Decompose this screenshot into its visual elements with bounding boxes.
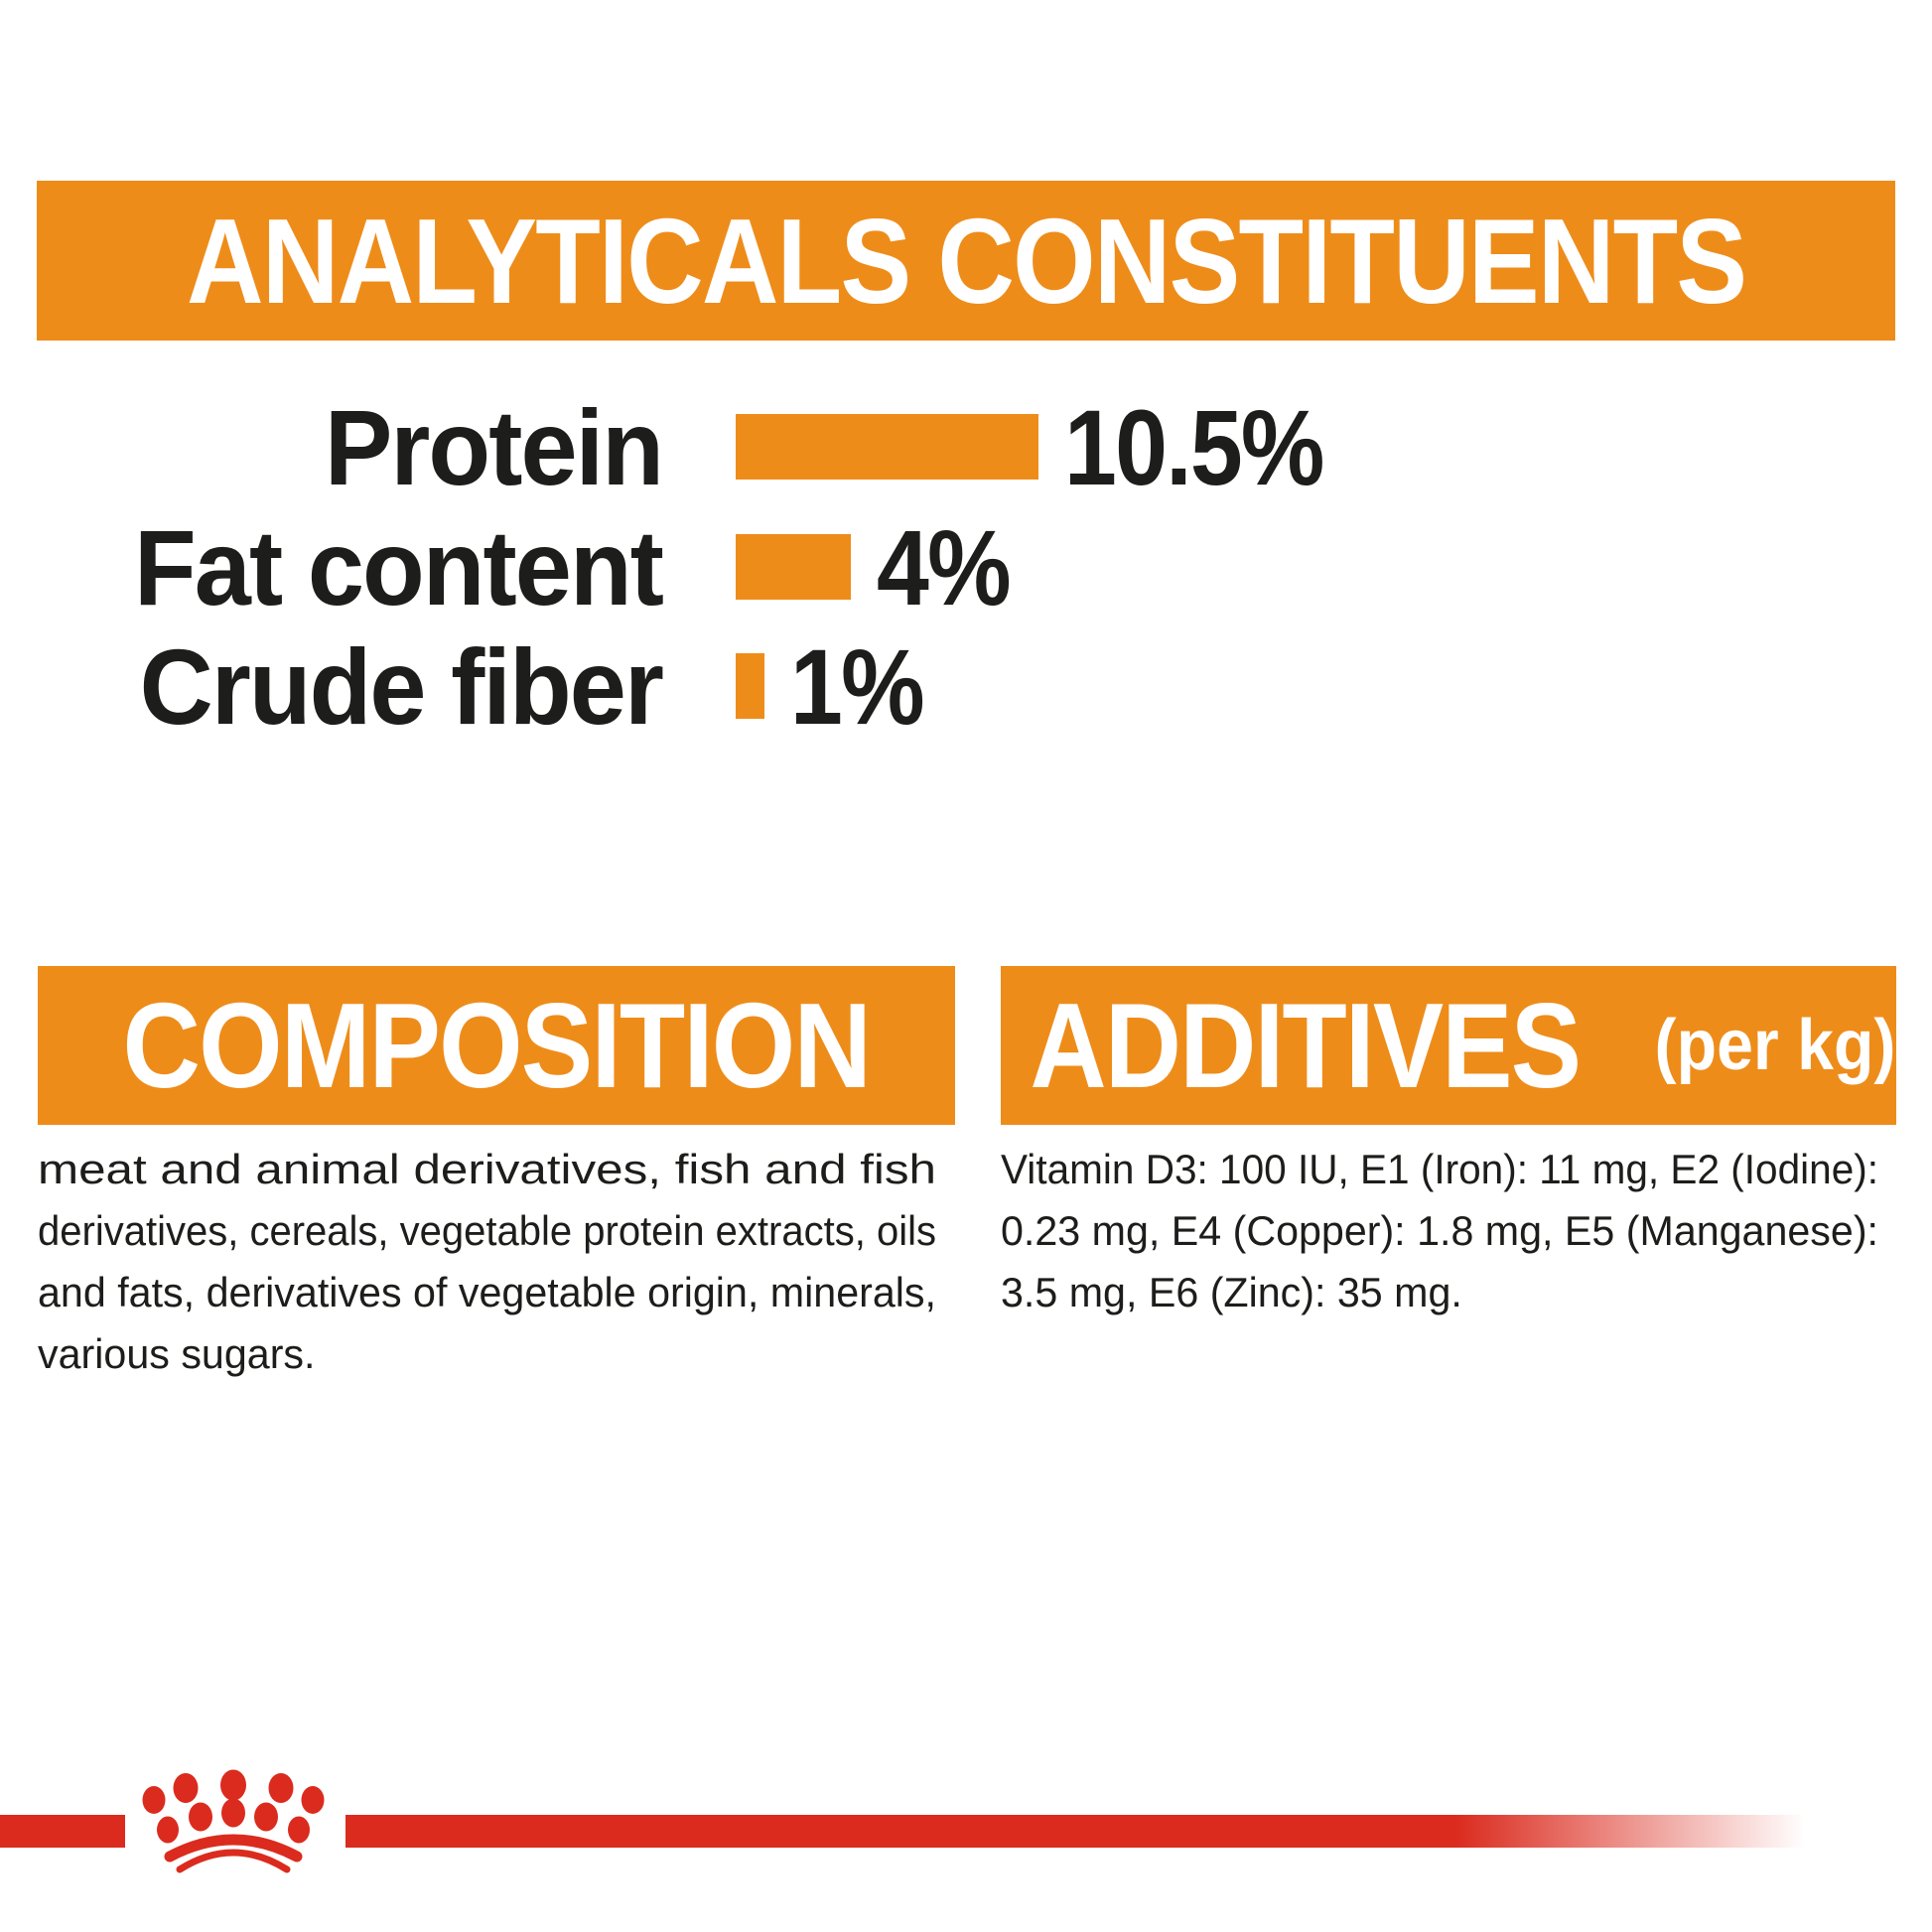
crown-paw-logo-icon — [142, 1769, 325, 1873]
protein-label: Protein — [324, 386, 664, 507]
fat-content-label: Fat content — [134, 506, 664, 627]
analyticals-banner: ANALYTICALS CONSTITUENTS — [37, 181, 1895, 341]
crude-fiber-label: Crude fiber — [139, 625, 664, 747]
crude-fiber-bar — [736, 653, 764, 719]
crude-fiber-value: 1% — [790, 625, 925, 747]
chart-row-fat-content: Fat content 4% — [0, 507, 1932, 627]
fat-content-bar — [736, 534, 851, 600]
protein-value: 10.5% — [1063, 386, 1324, 507]
additives-title-suffix: (per kg) — [1654, 1006, 1896, 1085]
chart-row-protein: Protein 10.5% — [0, 387, 1932, 507]
brand-stripe-left — [0, 1815, 125, 1848]
chart-row-crude-fiber: Crude fiber 1% — [0, 626, 1932, 747]
composition-title: COMPOSITION — [122, 978, 872, 1113]
protein-bar — [736, 414, 1038, 480]
analyticals-title: ANALYTICALS CONSTITUENTS — [186, 193, 1747, 329]
additives-title: ADDITIVES — [1030, 978, 1581, 1113]
composition-banner: COMPOSITION — [38, 966, 955, 1125]
brand-stripe-right-fade — [345, 1815, 1932, 1848]
composition-body-text: meat and animal derivatives, fish and fi… — [38, 1146, 936, 1377]
additives-body-text: Vitamin D3: 100 IU, E1 (Iron): 11 mg, E2… — [1001, 1146, 1878, 1315]
additives-banner: ADDITIVES (per kg) — [1001, 966, 1896, 1125]
fat-content-value: 4% — [877, 506, 1012, 627]
